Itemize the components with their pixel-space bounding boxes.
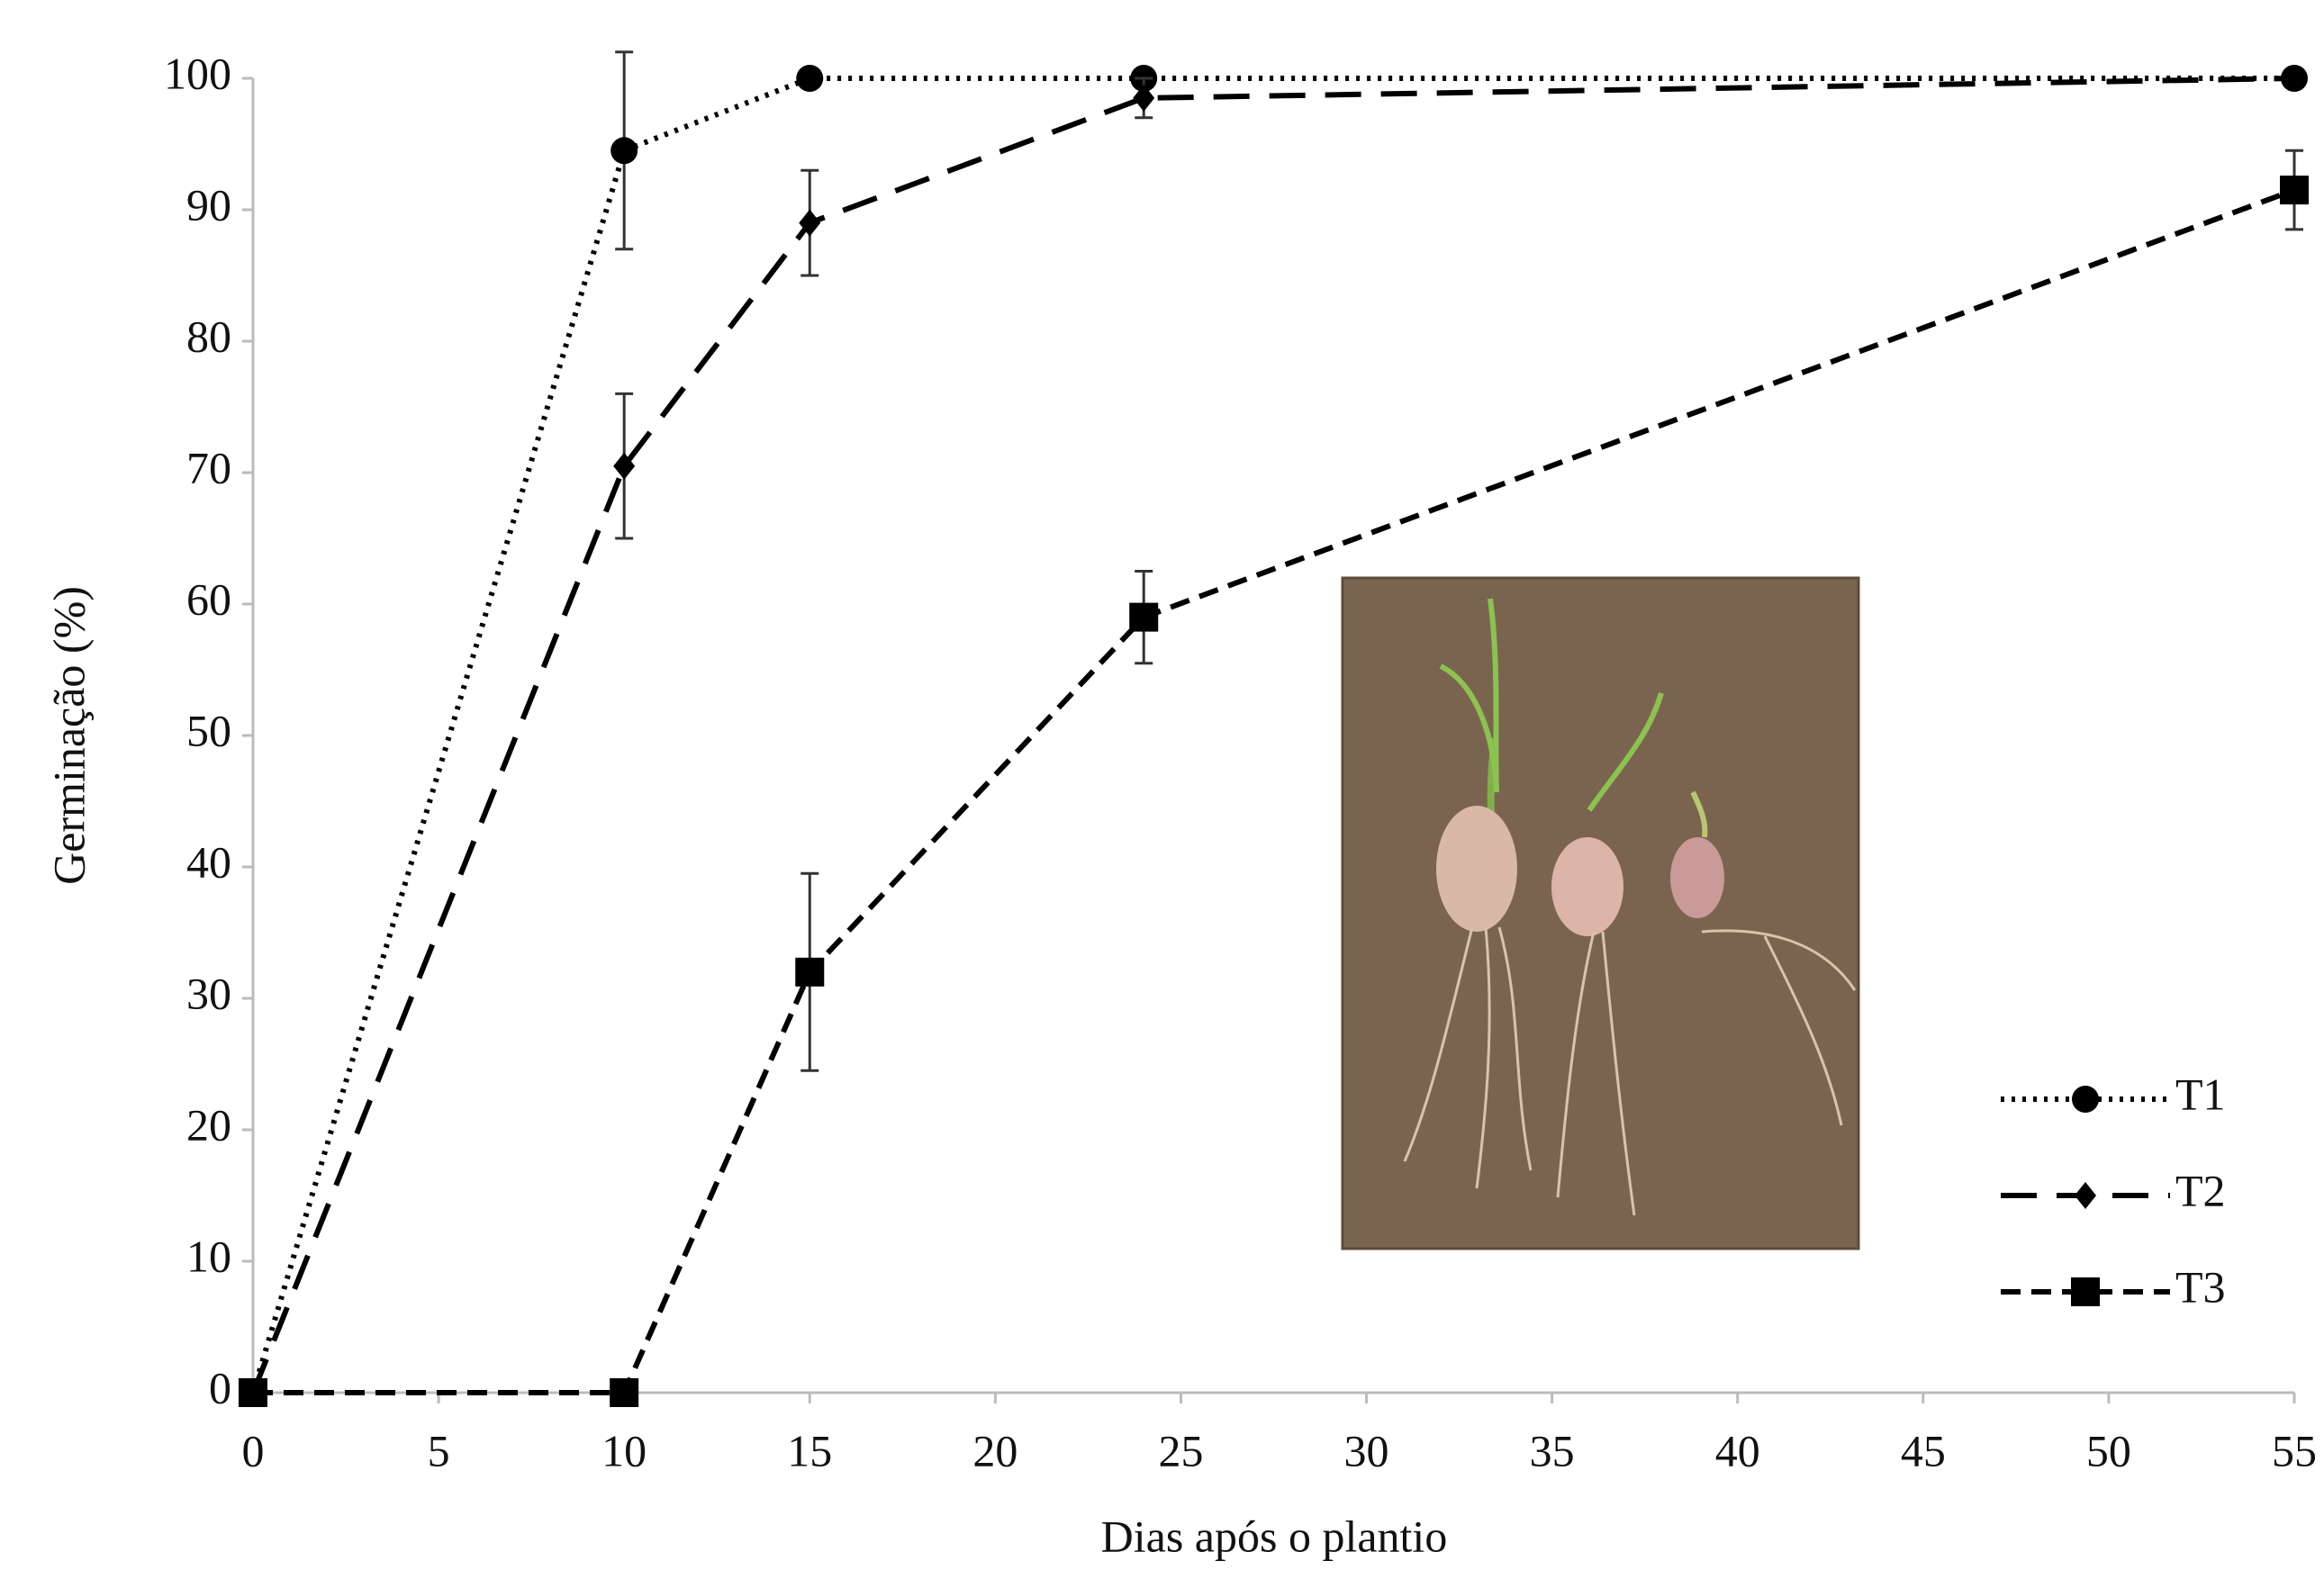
x-tick-label: 20 — [972, 1425, 1017, 1475]
y-tick-label: 10 — [186, 1231, 231, 1281]
y-tick-label: 60 — [186, 573, 231, 624]
series-line — [250, 76, 2294, 1394]
marker — [2280, 176, 2309, 205]
marker — [799, 209, 821, 237]
x-tick-label: 40 — [1715, 1425, 1760, 1475]
y-tick-label: 100 — [164, 48, 231, 98]
x-tick-label: 30 — [1344, 1425, 1389, 1475]
y-tick-label: 40 — [186, 836, 231, 887]
x-tick-label: 15 — [787, 1425, 832, 1475]
marker — [610, 1378, 639, 1407]
legend-label: T1 — [2175, 1069, 2226, 1119]
marker — [796, 65, 824, 92]
x-tick-label: 35 — [1530, 1425, 1575, 1475]
y-tick-label: 80 — [186, 311, 231, 361]
marker — [2072, 1086, 2099, 1113]
marker — [1129, 602, 1159, 632]
marker — [1133, 84, 1155, 112]
x-tick-label: 50 — [2086, 1425, 2131, 1475]
x-tick-label: 5 — [428, 1425, 450, 1475]
legend-label: T3 — [2175, 1261, 2226, 1312]
series-line — [253, 187, 2296, 1395]
marker — [239, 1378, 267, 1407]
marker — [2075, 1182, 2096, 1209]
x-tick-label: 55 — [2272, 1425, 2317, 1475]
x-tick-label: 45 — [1901, 1425, 1946, 1475]
x-axis-title: Dias após o plantio — [1101, 1511, 1448, 1561]
marker — [613, 452, 636, 480]
y-axis-title: Germinação (%) — [43, 586, 94, 885]
series-line — [250, 76, 2295, 1394]
marker — [610, 137, 638, 165]
y-tick-label: 20 — [186, 1099, 231, 1150]
x-tick-label: 25 — [1158, 1425, 1203, 1475]
y-tick-label: 0 — [209, 1362, 231, 1412]
y-tick-label: 30 — [186, 968, 231, 1018]
marker — [795, 957, 825, 987]
x-tick-label: 0 — [242, 1425, 265, 1475]
y-tick-label: 90 — [186, 179, 231, 230]
legend-label: T2 — [2175, 1165, 2226, 1215]
photo-inset — [1341, 576, 1860, 1250]
marker — [2283, 65, 2305, 92]
y-tick-label: 70 — [186, 442, 231, 492]
y-tick-label: 50 — [186, 705, 231, 755]
marker — [2071, 1277, 2100, 1306]
x-tick-label: 10 — [601, 1425, 647, 1475]
